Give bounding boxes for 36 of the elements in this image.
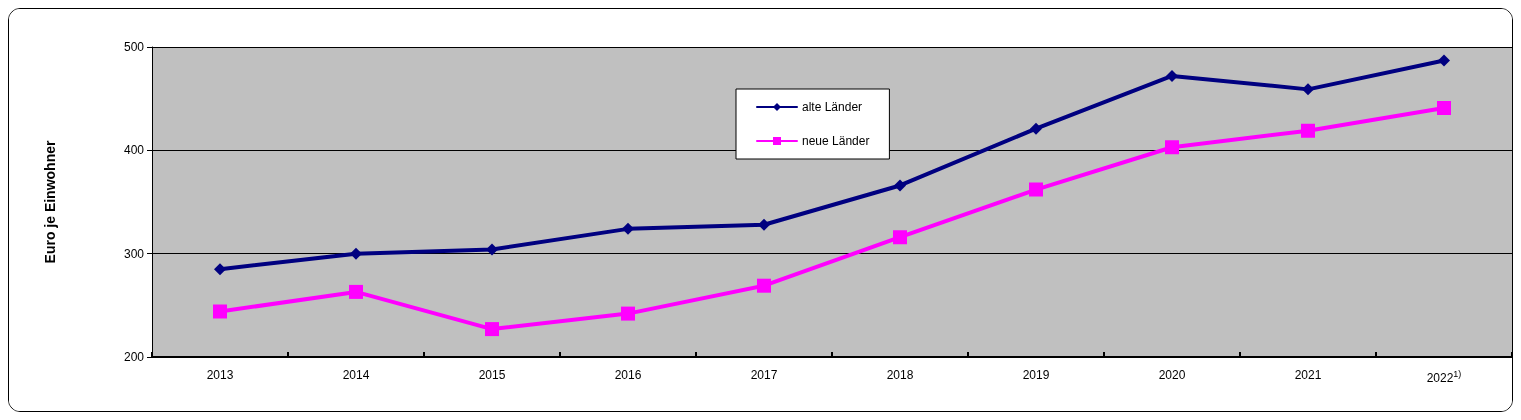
point (1030, 122, 1042, 135)
y-tick-label: 500 (123, 40, 145, 54)
x-tick-label: 2014 (342, 368, 370, 382)
point (1437, 100, 1451, 115)
point (1301, 123, 1315, 138)
point (1165, 140, 1179, 155)
point (1438, 54, 1450, 67)
point (214, 263, 226, 276)
point (1029, 182, 1043, 197)
y-tick-label: 200 (123, 350, 145, 364)
x-tick-label: 2019 (1022, 368, 1050, 382)
legend-label: neue Länder (802, 134, 870, 148)
point (213, 304, 227, 319)
point (893, 230, 907, 245)
point (894, 179, 906, 192)
point (350, 247, 362, 260)
x-tick-label: 2017 (750, 368, 778, 382)
x-tick-label: 2020 (1158, 368, 1186, 382)
x-tick-label: 2021 (1294, 368, 1322, 382)
y-axis-title: Euro je Einwohner (42, 140, 58, 264)
x-tick-label: 2013 (206, 368, 234, 382)
point (485, 322, 499, 337)
y-tick-label: 300 (123, 246, 145, 261)
x-tick-label: 2016 (614, 368, 642, 382)
x-tick-label: 2018 (886, 368, 914, 382)
legend-label: alte Länder (802, 100, 863, 114)
point (622, 222, 634, 235)
x-tick-label: 2015 (478, 368, 506, 382)
point (486, 243, 498, 256)
point (621, 306, 635, 321)
point (1302, 83, 1314, 96)
y-tick-label: 400 (123, 143, 145, 158)
point (758, 218, 770, 231)
point (1166, 69, 1178, 82)
point (757, 278, 771, 293)
point (349, 284, 363, 299)
